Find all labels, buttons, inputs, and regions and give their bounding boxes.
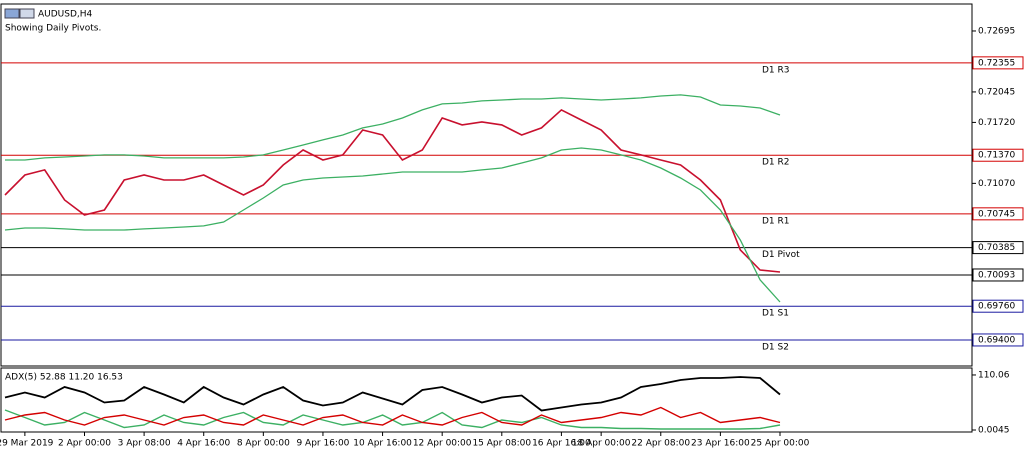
x-tick-label: 16 Apr 16:00: [532, 439, 591, 449]
main-frame: [0, 3, 973, 367]
x-tick-label: 18 Apr 00:00: [572, 439, 631, 449]
x-tick-label: 29 Mar 2019: [0, 439, 54, 449]
y-tick-label: 110.06: [978, 370, 1010, 380]
x-tick-label: 8 Apr 00:00: [237, 439, 290, 449]
level-box: [972, 333, 1024, 347]
level-label: 0.69400: [978, 335, 1015, 345]
y-tick-label: 0.0045: [978, 425, 1010, 435]
level-label: 0.70745: [978, 209, 1015, 219]
y-tick-label: 0.71070: [978, 179, 1015, 189]
chart-title: AUDUSD,H4: [38, 10, 93, 20]
pivot-name: D1 R1: [762, 216, 790, 226]
level-box: [972, 268, 1024, 282]
chart-subtitle: Showing Daily Pivots.: [5, 24, 101, 34]
level-label: 0.69760: [978, 302, 1015, 312]
indicator-line: [4, 406, 781, 426]
x-tick-label: 9 Apr 16:00: [296, 439, 349, 449]
level-box: [972, 207, 1024, 221]
indicator-frame: [0, 367, 973, 433]
level-box: [972, 299, 1024, 313]
x-tick-label: 4 Apr 16:00: [177, 439, 230, 449]
pivot-name: D1 S2: [762, 342, 789, 352]
price-line: [4, 108, 781, 273]
pivot-name: D1 R2: [762, 158, 790, 168]
level-box: [972, 148, 1024, 162]
x-tick-label: 12 Apr 00:00: [413, 439, 472, 449]
x-tick-label: 2 Apr 00:00: [58, 439, 111, 449]
x-tick-label: 3 Apr 08:00: [118, 439, 171, 449]
x-tick-label: 22 Apr 08:00: [631, 439, 690, 449]
x-tick-label: 23 Apr 16:00: [691, 439, 750, 449]
level-label: 0.70385: [978, 243, 1015, 253]
price-line: [4, 147, 781, 303]
chart-icon: [19, 8, 35, 19]
y-tick-label: 0.71720: [978, 118, 1015, 128]
pivot-name: D1 S1: [762, 309, 789, 319]
level-box: [972, 241, 1024, 255]
level-label: 0.71370: [978, 151, 1015, 161]
x-tick-label: 15 Apr 08:00: [472, 439, 531, 449]
indicator-line: [4, 376, 781, 412]
chart-icon: [4, 8, 20, 19]
indicator-label: ADX(5) 52.88 11.20 16.53: [5, 373, 123, 383]
level-box: [972, 56, 1024, 70]
x-tick-label: 10 Apr 16:00: [353, 439, 412, 449]
pivot-name: D1 R3: [762, 65, 790, 75]
y-tick-label: 0.72695: [978, 26, 1015, 36]
level-label: 0.72355: [978, 58, 1015, 68]
x-tick-label: 25 Apr 00:00: [751, 439, 810, 449]
last-price-label: 0.70093: [978, 270, 1015, 280]
price-line: [5, 94, 781, 161]
y-tick-label: 0.72045: [978, 87, 1015, 97]
pivot-name: D1 Pivot: [762, 250, 800, 260]
